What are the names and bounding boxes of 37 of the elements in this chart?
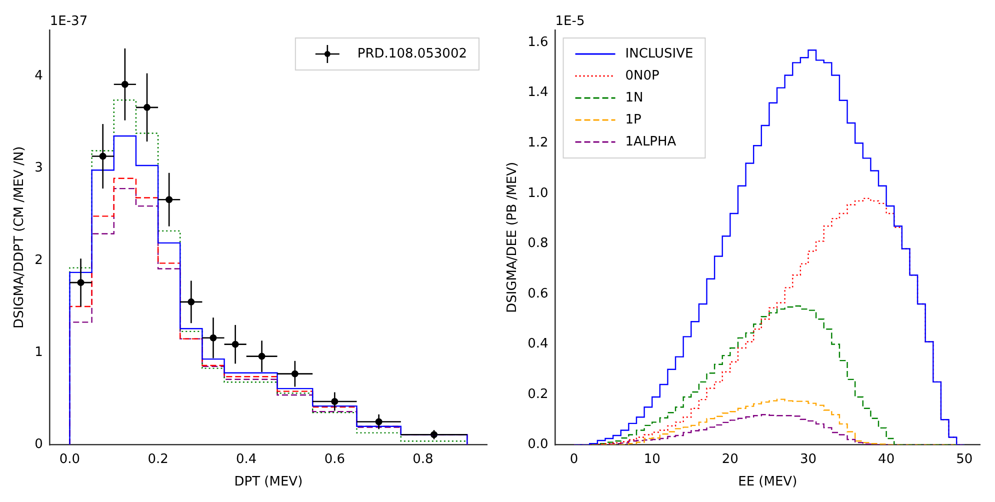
x-tick-label: 10 — [644, 452, 660, 467]
legend-label: INCLUSIVE — [625, 46, 694, 62]
y-axis-title: DSIGMA/DEE (PB /MEV) — [505, 162, 520, 313]
legend-label: 0N0P — [625, 68, 660, 84]
y-tick-label: 0.8 — [528, 236, 548, 252]
y-tick-label: 0.4 — [528, 336, 548, 352]
x-tick-label: 0.2 — [148, 452, 168, 467]
x-tick-label: 0.6 — [324, 452, 346, 467]
y-tick-label: 0.0 — [528, 437, 548, 452]
y-tick-label: 2 — [34, 252, 43, 268]
y-tick-label: 1.4 — [528, 85, 548, 100]
x-tick-label: 30 — [800, 452, 817, 467]
y-tick-label: 1.0 — [528, 186, 548, 201]
y-tick-label: 0.6 — [528, 286, 548, 302]
x-tick-label: 20 — [722, 452, 738, 467]
y-tick-label: 0.2 — [528, 386, 548, 402]
x-tick-label: 0.4 — [236, 452, 257, 467]
x-tick-label: 0 — [570, 452, 578, 467]
x-tick-label: 40 — [878, 452, 895, 467]
y-tick-label: 3 — [34, 160, 43, 176]
x-axis-title: DPT (MEV) — [234, 474, 303, 490]
legend-label: 1N — [625, 90, 644, 106]
legend-label: 1ALPHA — [625, 134, 676, 150]
y-tick-label: 4 — [34, 68, 43, 84]
y-axis-title: DSIGMA/DDPT (CM /MEV /N) — [12, 146, 28, 328]
x-tick-label: 0.0 — [59, 452, 80, 467]
legend-label: 1P — [625, 112, 642, 128]
y-tick-label: 1.6 — [528, 34, 548, 50]
x-axis-title: EE (MEV) — [738, 474, 798, 490]
y-tick-label: 0 — [34, 437, 43, 452]
x-tick-label: 50 — [956, 452, 973, 467]
text: 1E-5 — [555, 14, 585, 29]
y-tick-label: 1.2 — [528, 136, 548, 150]
legend-label: PRD.108.053002 — [357, 46, 468, 62]
y-tick-label: 1 — [34, 344, 43, 360]
text: 1E-37 — [50, 14, 88, 29]
x-tick-label: 0.8 — [412, 452, 434, 467]
